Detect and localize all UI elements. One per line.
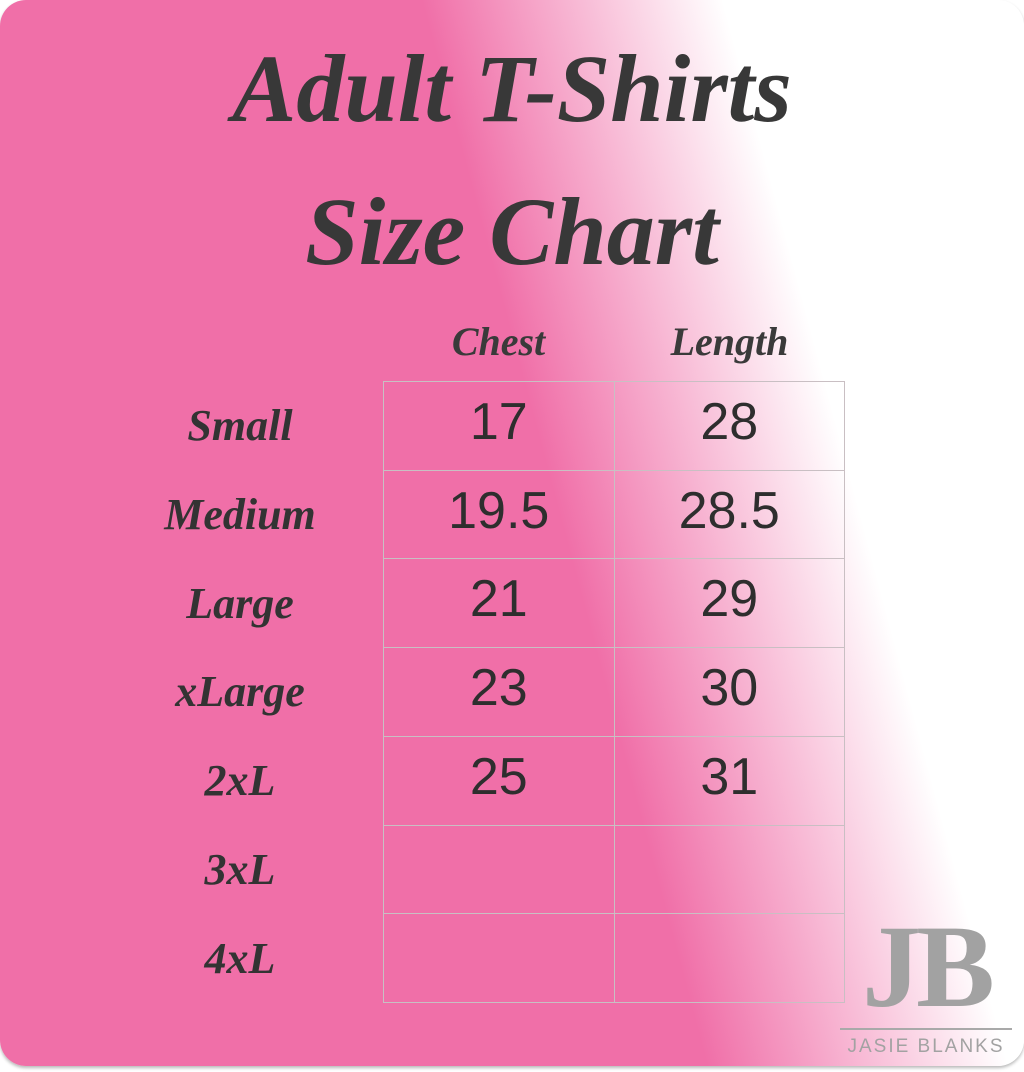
brand-monogram: JB [862,901,995,1032]
cell-medium-chest: 19.5 [384,470,615,560]
size-table: 17 28 19.5 28.5 21 29 23 30 25 31 [383,381,845,1003]
cell-medium-length: 28.5 [614,470,845,560]
cell-3xl-chest [384,825,615,915]
cell-2xl-chest: 25 [384,736,615,826]
title-line-2: Size Chart [305,178,719,285]
page-title: Adult T-Shirts Size Chart [0,14,1024,300]
cell-xlarge-length: 30 [614,648,845,737]
cell-xlarge-chest: 23 [384,648,615,737]
column-header-length: Length [670,319,789,364]
column-headers: Chest Length [383,310,845,374]
cell-4xl-chest [384,914,615,1003]
cell-large-chest: 21 [384,559,615,649]
cell-4xl-length [614,914,845,1003]
row-label-xlarge: xLarge [175,667,305,717]
row-label-small: Small [187,400,293,450]
row-label-medium: Medium [164,489,316,539]
brand-name: JASIE BLANKS [840,1028,1012,1058]
column-header-chest: Chest [451,319,546,364]
row-label-2xl: 2xL [204,756,276,806]
cell-small-length: 28 [614,382,845,471]
cell-3xl-length [614,825,845,915]
cell-large-length: 29 [614,559,845,649]
row-label-3xl: 3xL [204,845,276,895]
brand-logo: JB JASIE BLANKS [840,908,1012,1058]
row-label-4xl: 4xL [204,934,276,984]
title-line-1: Adult T-Shirts [232,35,792,142]
row-labels: Small Medium Large xLarge 2xL 3xL 4xL [100,381,380,1003]
cell-2xl-length: 31 [614,736,845,826]
row-label-large: Large [186,578,294,628]
cell-small-chest: 17 [384,382,615,471]
